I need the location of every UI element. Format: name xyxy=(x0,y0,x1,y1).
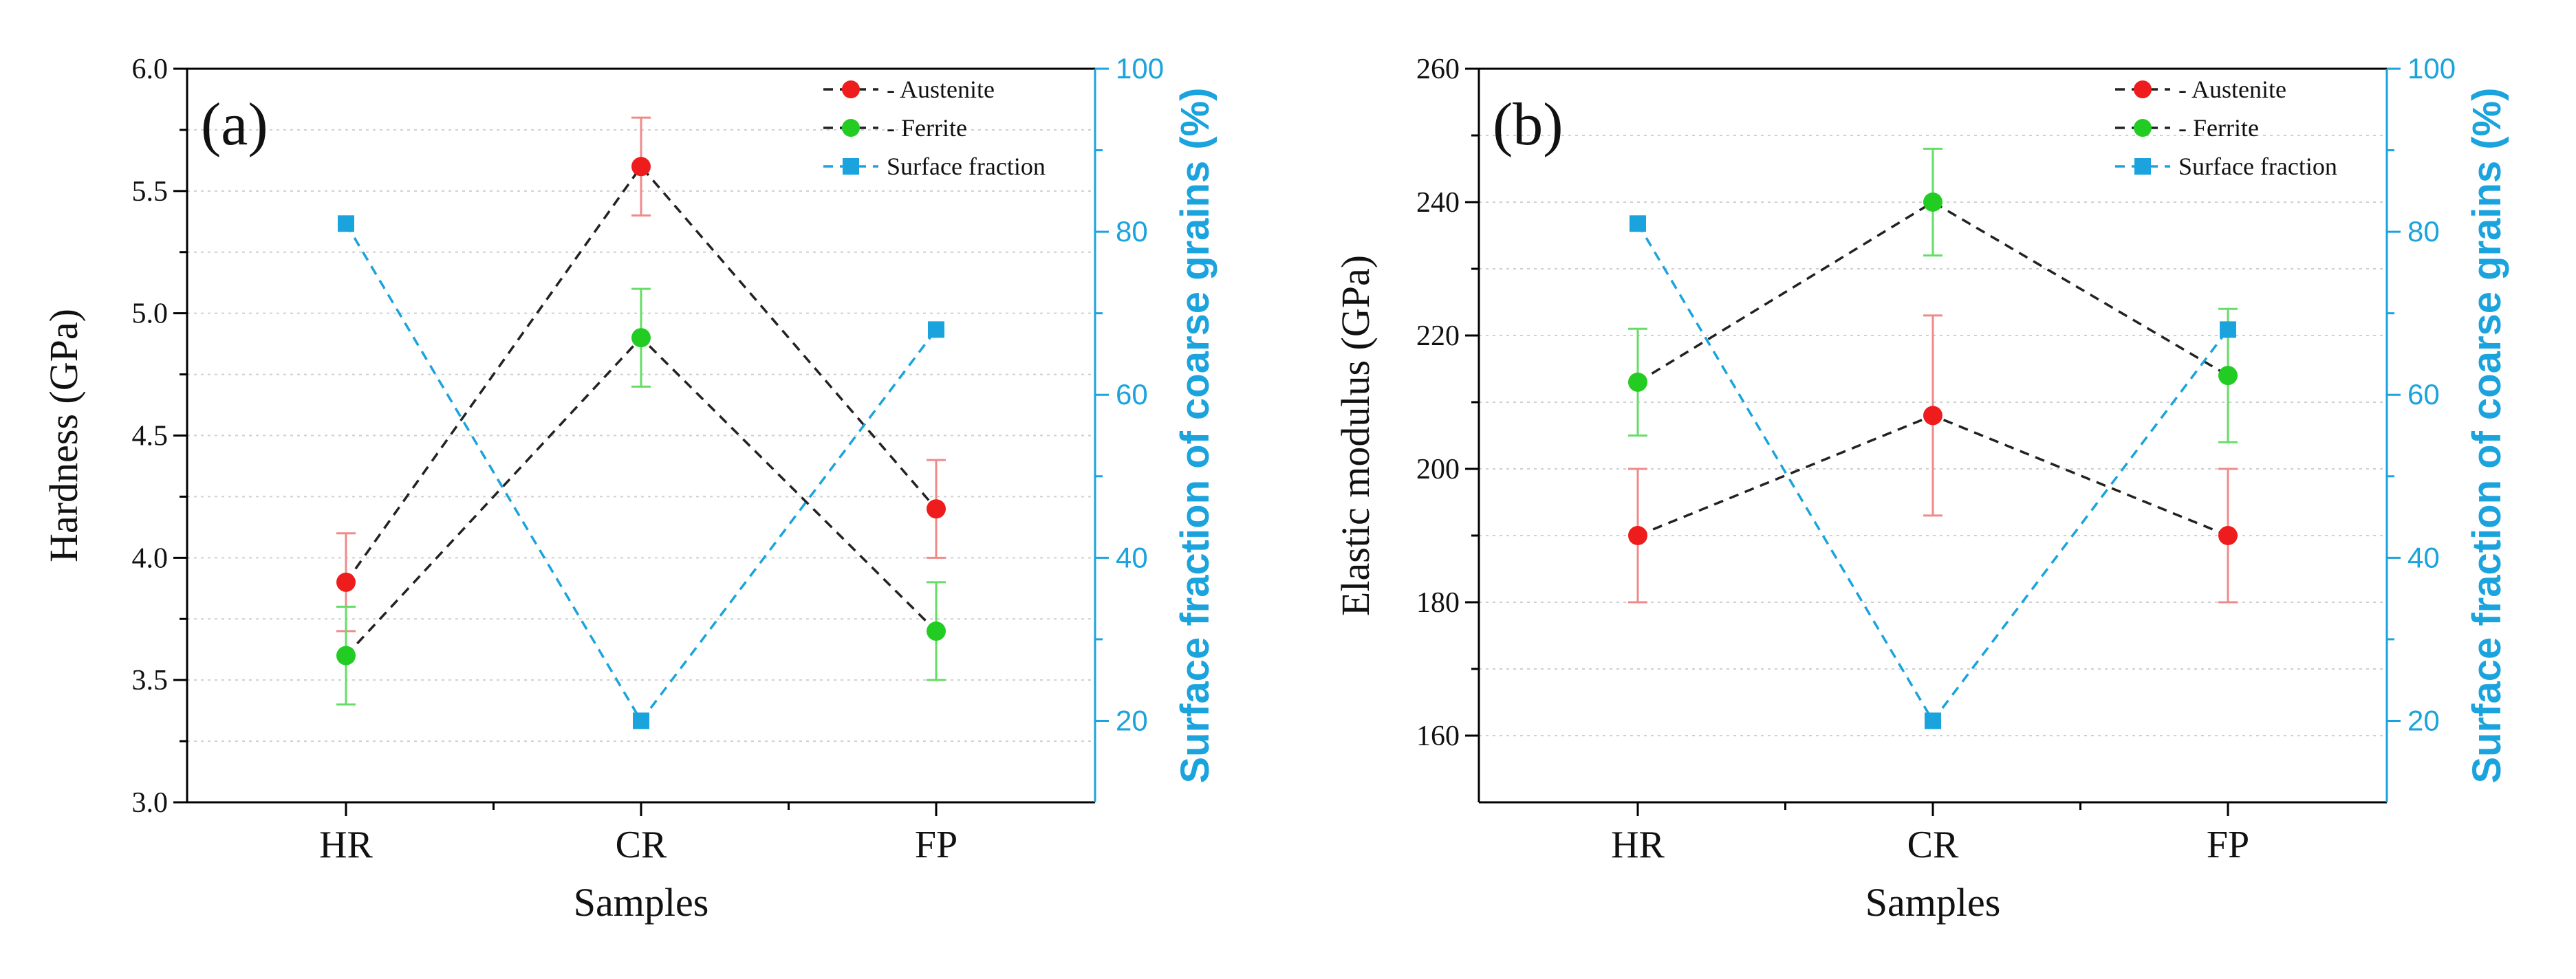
legend-label-surface-fraction: Surface fraction xyxy=(887,153,1046,180)
legend-label-austenite: - Austenite xyxy=(887,76,995,103)
data-point-surface-fraction xyxy=(928,321,944,338)
legend-marker-ferrite xyxy=(842,119,860,137)
data-point-ferrite xyxy=(631,328,651,348)
x-tick-label-hr: HR xyxy=(1611,824,1665,866)
legend-marker-austenite xyxy=(842,80,860,98)
y-right-tick-label: 60 xyxy=(2407,378,2440,410)
y-tick-label: 3.0 xyxy=(132,787,169,819)
data-point-austenite xyxy=(1923,406,1942,426)
legend-marker-austenite xyxy=(2134,80,2152,98)
y-tick-label: 5.0 xyxy=(132,298,169,330)
legend-label-austenite: - Austenite xyxy=(2178,76,2286,103)
panel-label: (b) xyxy=(1493,91,1563,158)
y-tick-label: 4.0 xyxy=(132,542,169,574)
data-point-ferrite xyxy=(336,646,356,666)
y-tick-label: 220 xyxy=(1416,320,1460,352)
y-tick-label: 3.5 xyxy=(132,665,169,696)
data-point-ferrite xyxy=(1628,372,1647,392)
data-point-surface-fraction xyxy=(1925,712,1941,729)
legend-label-ferrite: - Ferrite xyxy=(887,114,967,142)
y-right-tick-label: 80 xyxy=(1116,215,1148,248)
data-point-austenite xyxy=(927,499,946,519)
x-tick-label-cr: CR xyxy=(1907,824,1959,866)
y-axis-title: Elastic modulus (GPa) xyxy=(1333,255,1378,616)
y-right-tick-label: 60 xyxy=(1116,378,1148,410)
x-tick-label-fp: FP xyxy=(915,824,957,866)
series-line-austenite xyxy=(345,164,938,583)
y-tick-label: 180 xyxy=(1416,587,1460,619)
data-point-austenite xyxy=(336,572,356,592)
chart-panel-b: 160 180 200 220 240 260 20 40 60 80 100 HR CR FP Sampl… xyxy=(1333,52,2509,925)
y-right-axis-title: Surface fraction of coarse grains (%) xyxy=(1173,87,1217,783)
legend-marker-ferrite xyxy=(2134,119,2152,137)
y-tick-label: 6.0 xyxy=(132,54,169,85)
y-tick-label: 260 xyxy=(1416,54,1460,85)
y-right-axis-title: Surface fraction of coarse grains (%) xyxy=(2465,87,2509,783)
x-tick-label-fp: FP xyxy=(2207,824,2249,866)
y-right-tick-label: 100 xyxy=(1116,52,1164,85)
y-right-tick-label: 40 xyxy=(1116,541,1148,573)
y-right-tick-label: 80 xyxy=(2407,215,2440,248)
y-tick-label: 200 xyxy=(1416,454,1460,485)
data-point-ferrite xyxy=(1923,192,1942,212)
x-tick-label-hr: HR xyxy=(319,824,373,866)
data-point-austenite xyxy=(2218,526,2238,545)
x-tick-label-cr: CR xyxy=(616,824,667,866)
data-point-ferrite xyxy=(2218,366,2238,386)
y-right-tick-label: 40 xyxy=(2407,541,2440,573)
y-tick-label: 5.5 xyxy=(132,176,169,208)
y-tick-label: 160 xyxy=(1416,720,1460,752)
data-point-surface-fraction xyxy=(1630,215,1646,232)
y-axis-title: Hardness (GPa) xyxy=(41,309,86,562)
data-point-ferrite xyxy=(927,622,946,641)
legend-label-surface-fraction: Surface fraction xyxy=(2178,153,2337,180)
legend-marker-surface-fraction xyxy=(2134,158,2151,175)
x-axis-title: Samples xyxy=(574,880,709,925)
data-point-austenite xyxy=(631,157,651,177)
y-tick-label: 240 xyxy=(1416,187,1460,219)
legend-marker-surface-fraction xyxy=(843,158,859,175)
x-axis-title: Samples xyxy=(1865,880,2001,925)
data-point-surface-fraction xyxy=(338,215,354,232)
y-right-tick-label: 20 xyxy=(1116,704,1148,736)
panel-label: (a) xyxy=(201,91,268,158)
data-point-surface-fraction xyxy=(633,712,649,729)
y-tick-label: 4.5 xyxy=(132,421,169,452)
chart-panel-a: 3.0 3.5 4.0 4.5 5.0 5.5 6.0 20 40 60 80 100 HR CR FP Sa… xyxy=(41,52,1217,925)
data-point-austenite xyxy=(1628,526,1647,545)
y-right-tick-label: 100 xyxy=(2407,52,2456,85)
legend-label-ferrite: - Ferrite xyxy=(2178,114,2259,142)
y-right-tick-label: 20 xyxy=(2407,704,2440,736)
data-point-surface-fraction xyxy=(2220,321,2236,338)
